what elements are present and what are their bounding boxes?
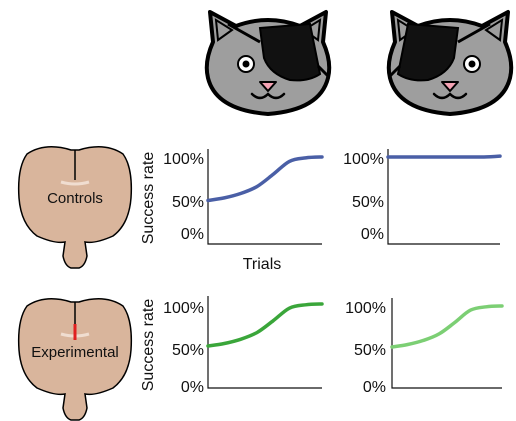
- tick-0-controls-right: 0%: [361, 226, 384, 243]
- plot-controls-right: [386, 149, 502, 245]
- axes-experimental-right: [391, 298, 502, 389]
- brain-experimental-icon: [17, 298, 133, 421]
- plot-experimental-right: [390, 298, 504, 389]
- eye-patch: [396, 22, 460, 82]
- tick-100-experimental-right: 100%: [345, 300, 386, 317]
- tick-100-controls-right: 100%: [343, 151, 384, 168]
- tick-50-controls-right: 50%: [352, 194, 384, 211]
- axes-controls-right: [387, 149, 500, 245]
- tick-100-experimental-left: 100%: [163, 300, 204, 317]
- ylabel-experimental: Success rate: [140, 299, 157, 392]
- plot-panels: [206, 149, 504, 389]
- brain-label-controls: Controls: [47, 190, 103, 207]
- tick-0-experimental-right: 0%: [363, 379, 386, 396]
- series-line-experimental-right: [390, 304, 504, 349]
- tick-50-experimental-left: 50%: [172, 342, 204, 359]
- tick-0-controls-left: 0%: [181, 226, 204, 243]
- axes-controls-left: [207, 149, 322, 245]
- series-line-controls-left: [206, 155, 324, 203]
- plot-controls-left: [206, 149, 324, 245]
- tick-50-experimental-right: 50%: [354, 342, 386, 359]
- cat-left-icon: [204, 10, 332, 116]
- series-line-experimental-left: [206, 302, 324, 348]
- cat-right-icon: [386, 10, 514, 116]
- cat-nose: [259, 81, 277, 92]
- tick-0-experimental-left: 0%: [181, 379, 204, 396]
- series-line-controls-right: [386, 154, 502, 159]
- plot-experimental-left: [206, 296, 324, 389]
- ylabel-controls: Success rate: [140, 152, 157, 245]
- cat-nose: [441, 81, 459, 92]
- brain-controls-icon: [17, 146, 133, 269]
- tick-50-controls-left: 50%: [172, 194, 204, 211]
- eye-patch: [258, 22, 322, 82]
- axes-experimental-left: [207, 296, 322, 389]
- tick-100-controls-left: 100%: [163, 151, 204, 168]
- xlabel-trials: Trials: [243, 256, 282, 273]
- brain-label-experimental: Experimental: [31, 344, 119, 361]
